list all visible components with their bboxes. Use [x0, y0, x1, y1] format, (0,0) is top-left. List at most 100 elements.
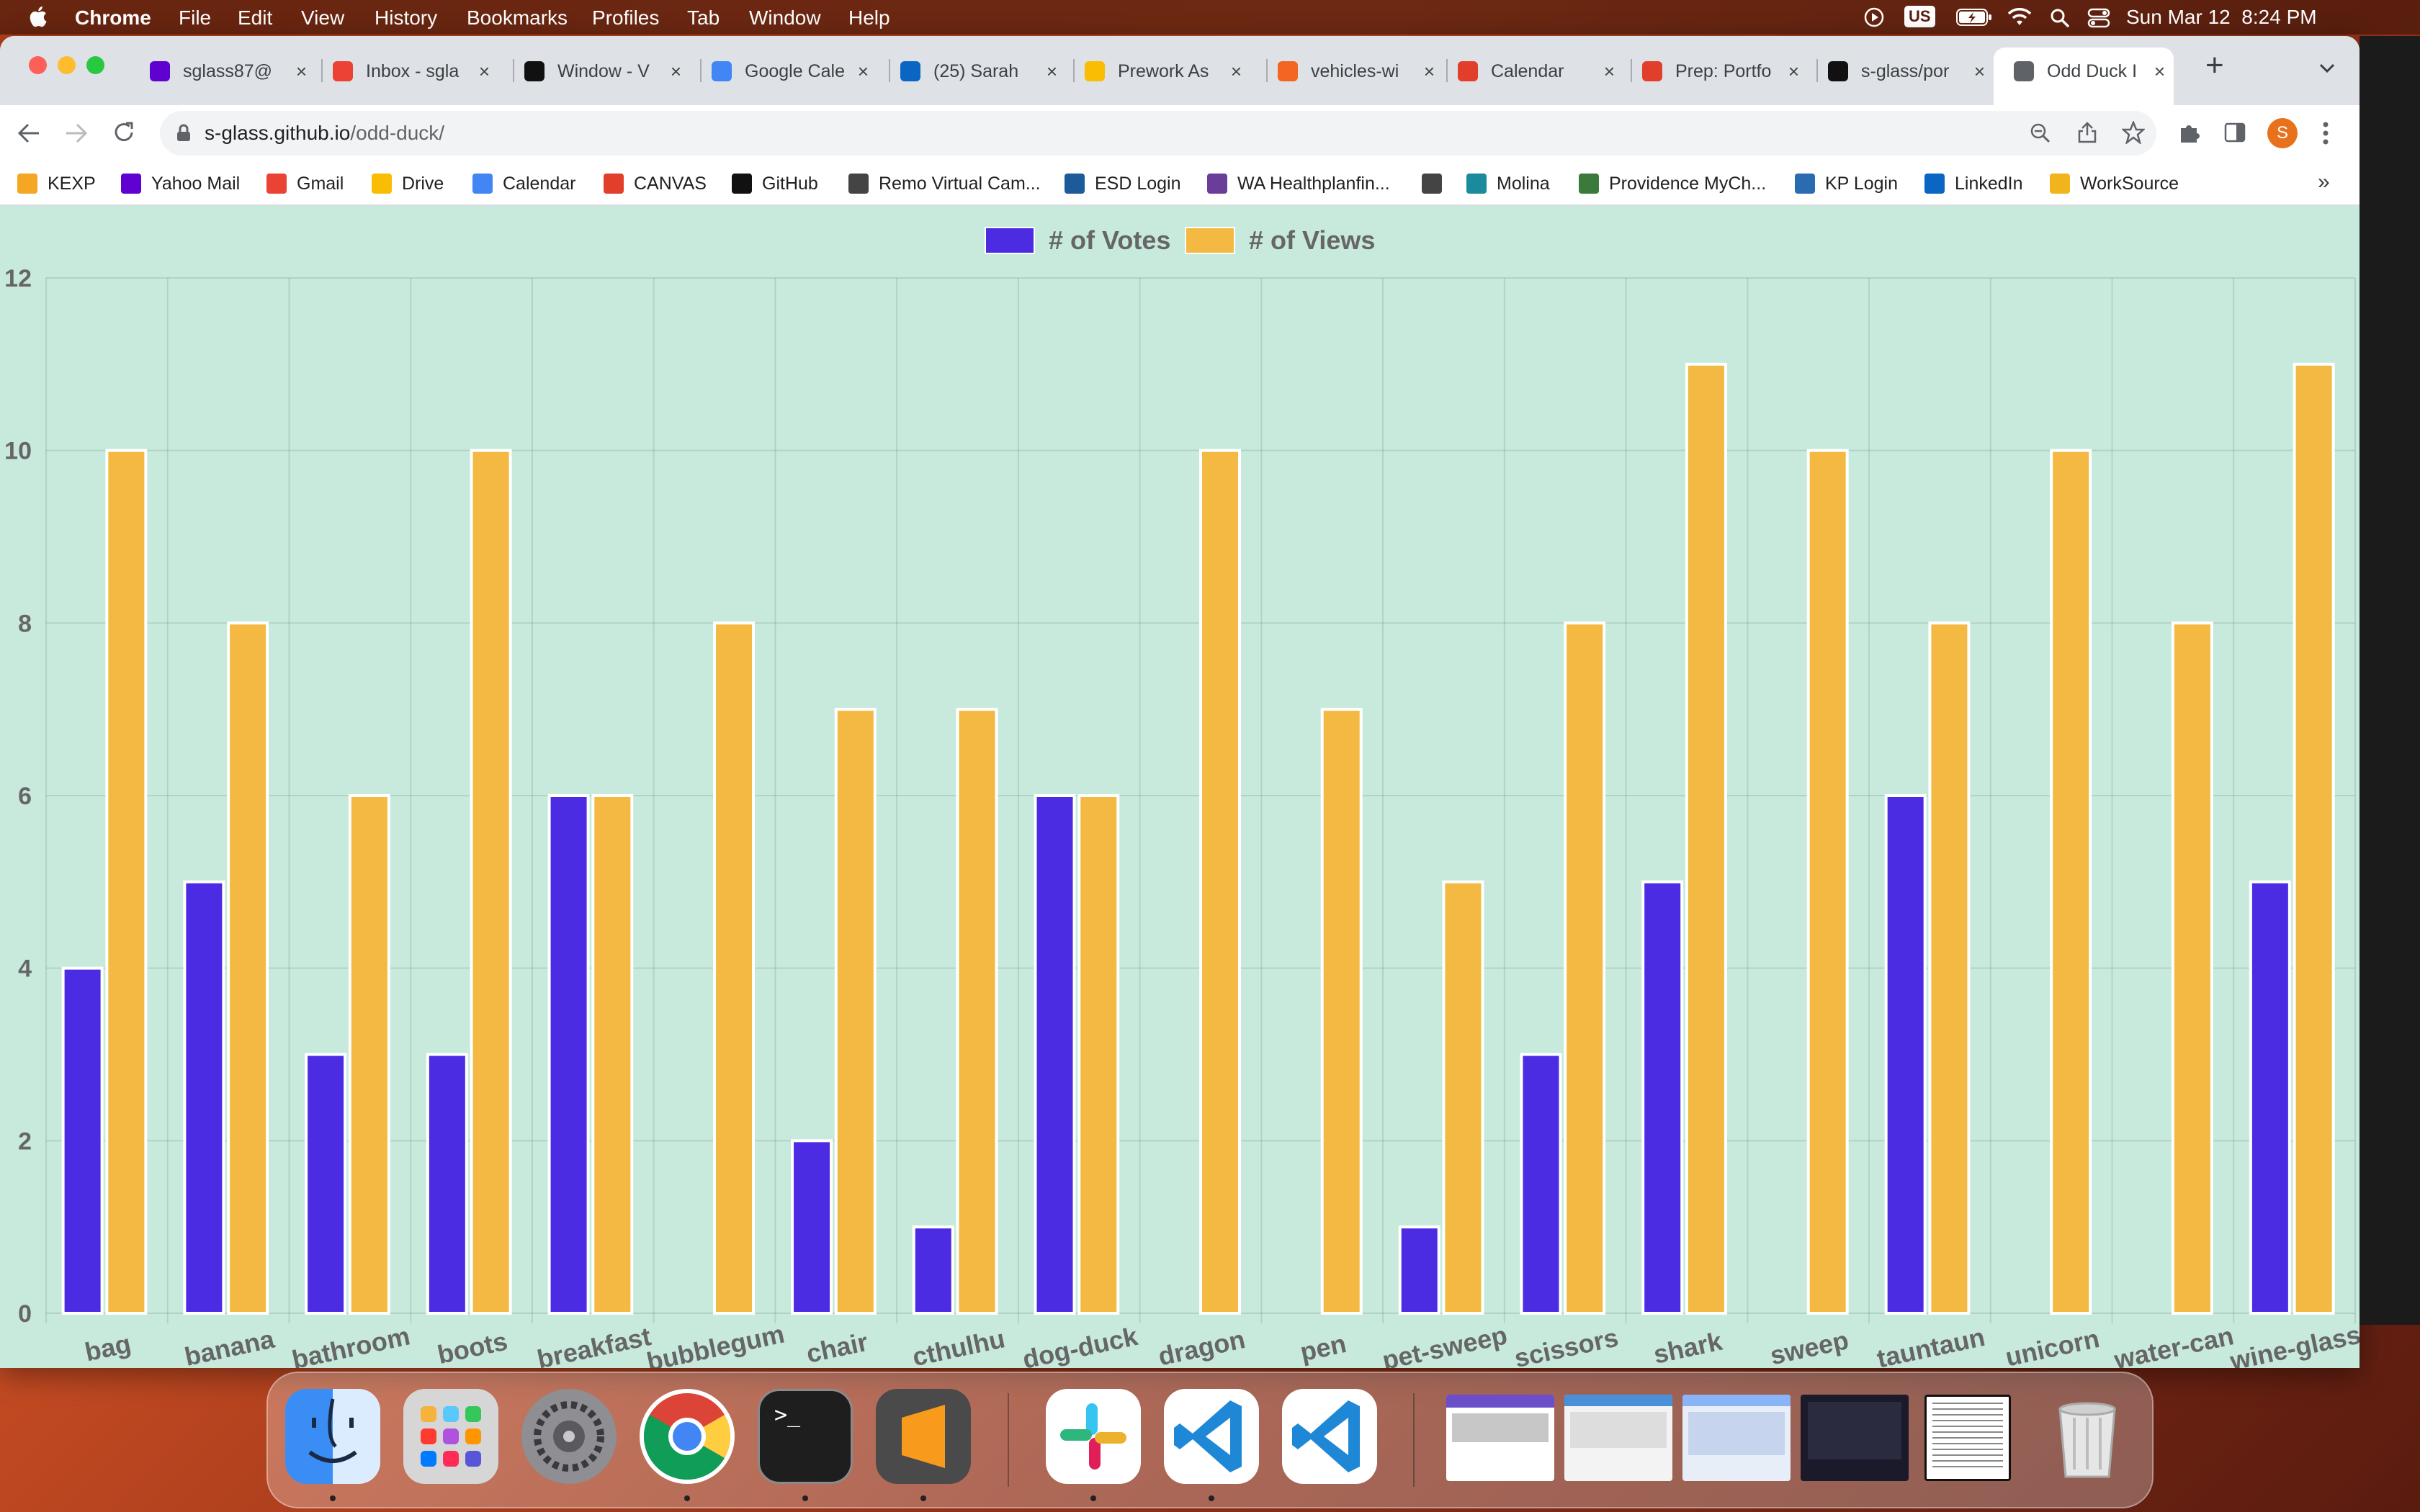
input-source-badge[interactable]: US [1904, 6, 1935, 27]
system-settings-icon[interactable] [521, 1389, 617, 1484]
tab-2[interactable]: Inbox - sgla × [333, 50, 496, 92]
menu-edit[interactable]: Edit [238, 6, 273, 29]
tab-close-icon[interactable]: × [478, 60, 490, 82]
launchpad-icon[interactable] [403, 1389, 498, 1484]
bookmark-kp-login[interactable]: KP Login [1795, 171, 1898, 196]
zoom-window-button[interactable] [86, 56, 104, 74]
tab-close-icon[interactable]: × [1788, 60, 1799, 82]
menu-tab[interactable]: Tab [687, 6, 720, 29]
bookmark-label: Yahoo Mail [151, 173, 241, 194]
menu-bookmarks[interactable]: Bookmarks [467, 6, 568, 29]
x-tick-label: bag [82, 1328, 133, 1367]
vscode-icon[interactable] [1164, 1389, 1259, 1484]
extensions-puzzle-icon[interactable] [2178, 121, 2201, 144]
tab-10[interactable]: s-glass/por × [1828, 50, 1991, 92]
more-bookmarks-chevron-icon[interactable]: » [2318, 170, 2330, 194]
control-center-icon[interactable] [2087, 8, 2110, 28]
tab-close-icon[interactable]: × [1973, 60, 1985, 82]
address-bar[interactable]: s-glass.github.io/odd-duck/ [160, 111, 2156, 156]
apple-menu-icon[interactable] [27, 4, 48, 29]
wifi-icon[interactable] [2007, 7, 2033, 27]
tab-separator [1266, 59, 1268, 82]
bookmark-canvas[interactable]: CANVAS [604, 171, 707, 196]
tab-11[interactable]: Odd Duck I × [2014, 50, 2171, 92]
terminal-running-indicator [802, 1495, 808, 1501]
tab-4[interactable]: Google Cale × [712, 50, 874, 92]
profile-avatar[interactable]: S [2267, 118, 2298, 148]
back-button[interactable] [17, 122, 40, 144]
minimized-window-thumbnail[interactable] [1564, 1395, 1672, 1481]
menu-view[interactable]: View [301, 6, 345, 29]
close-window-button[interactable] [29, 56, 47, 74]
tab-8[interactable]: Calendar × [1458, 50, 1621, 92]
slack-icon[interactable] [1046, 1389, 1141, 1484]
tab-separator [513, 59, 514, 82]
menu-help[interactable]: Help [848, 6, 890, 29]
bookmark-github[interactable]: GitHub [732, 171, 818, 196]
tab-7[interactable]: vehicles-wi × [1278, 50, 1440, 92]
now-playing-icon[interactable] [1864, 7, 1884, 27]
vscode-icon[interactable] [1282, 1389, 1377, 1484]
menu-history[interactable]: History [375, 6, 438, 29]
bookmark-label: Gmail [297, 173, 344, 194]
chrome-running-indicator [684, 1495, 690, 1501]
tab-close-icon[interactable]: × [670, 60, 681, 82]
terminal-icon[interactable]: >_ [758, 1389, 853, 1484]
bookmark-esd-login[interactable]: ESD Login [1065, 171, 1181, 196]
clock[interactable]: Sun Mar 12 8:24 PM [2126, 6, 2317, 28]
zoom-icon[interactable] [2030, 122, 2051, 144]
wa-healthplan-icon [1207, 174, 1227, 194]
y-tick-label: 0 [18, 1300, 32, 1328]
menu-window[interactable]: Window [749, 6, 821, 29]
tab-close-icon[interactable]: × [857, 60, 869, 82]
menu-app-name[interactable]: Chrome [75, 6, 151, 29]
bookmark-worksource[interactable]: WorkSource [2050, 171, 2179, 196]
new-tab-button[interactable]: + [2205, 48, 2224, 83]
bookmark-yahoo-mail[interactable]: Yahoo Mail [121, 171, 240, 196]
tab-9[interactable]: Prep: Portfo × [1642, 50, 1805, 92]
bookmark-drive[interactable]: Drive [372, 171, 444, 196]
tab-search-chevron-icon[interactable] [2319, 63, 2335, 73]
bookmark-molina[interactable]: Molina [1466, 171, 1550, 196]
reload-button[interactable] [112, 121, 135, 144]
bookmark-star-icon[interactable] [2122, 121, 2145, 144]
bookmark-wa-healthplanfin[interactable]: WA Healthplanfin... [1207, 171, 1390, 196]
battery-icon[interactable] [1956, 9, 1992, 26]
bookmark-kexp[interactable]: KEXP [17, 171, 96, 196]
lock-icon[interactable] [176, 124, 192, 143]
spotlight-search-icon[interactable] [2050, 8, 2070, 28]
bookmark-calendar[interactable]: Calendar [472, 171, 575, 196]
bookmark-remo-virtual-cam[interactable]: Remo Virtual Cam... [848, 171, 1041, 196]
tab-close-icon[interactable]: × [2154, 60, 2165, 82]
side-panel-icon[interactable] [2224, 122, 2246, 143]
menu-file[interactable]: File [179, 6, 212, 29]
more-menu-icon[interactable] [2322, 121, 2329, 145]
legend-swatch [1185, 227, 1235, 254]
tab-close-icon[interactable]: × [1423, 60, 1435, 82]
tab-1[interactable]: sglass87@ × [150, 50, 313, 92]
minimized-window-thumbnail[interactable] [1801, 1395, 1909, 1481]
tab-6[interactable]: Prework As × [1085, 50, 1247, 92]
finder-icon[interactable] [285, 1389, 380, 1484]
tab-5[interactable]: (25) Sarah × [900, 50, 1063, 92]
sublime-text-icon[interactable] [876, 1389, 971, 1484]
bookmark-gmail[interactable]: Gmail [266, 171, 344, 196]
chrome-icon[interactable] [640, 1389, 735, 1484]
minimized-window-thumbnail[interactable] [1682, 1395, 1791, 1481]
tab-close-icon[interactable]: × [1603, 60, 1615, 82]
bookmark-unnamed[interactable] [1422, 171, 1452, 196]
bar-views [2050, 449, 2092, 1315]
minimized-window-thumbnail[interactable] [1924, 1395, 2011, 1481]
trash-icon[interactable] [2040, 1389, 2135, 1484]
minimized-window-thumbnail[interactable] [1446, 1395, 1554, 1481]
bookmark-linkedin[interactable]: LinkedIn [1924, 171, 2023, 196]
tab-close-icon[interactable]: × [1230, 60, 1242, 82]
menu-profiles[interactable]: Profiles [592, 6, 660, 29]
share-icon[interactable] [2077, 121, 2097, 144]
tab-close-icon[interactable]: × [1046, 60, 1057, 82]
forward-button[interactable] [65, 122, 88, 144]
minimize-window-button[interactable] [58, 56, 76, 74]
bookmark-providence-mych[interactable]: Providence MyCh... [1579, 171, 1766, 196]
tab-close-icon[interactable]: × [295, 60, 307, 82]
tab-3[interactable]: Window - V × [524, 50, 687, 92]
